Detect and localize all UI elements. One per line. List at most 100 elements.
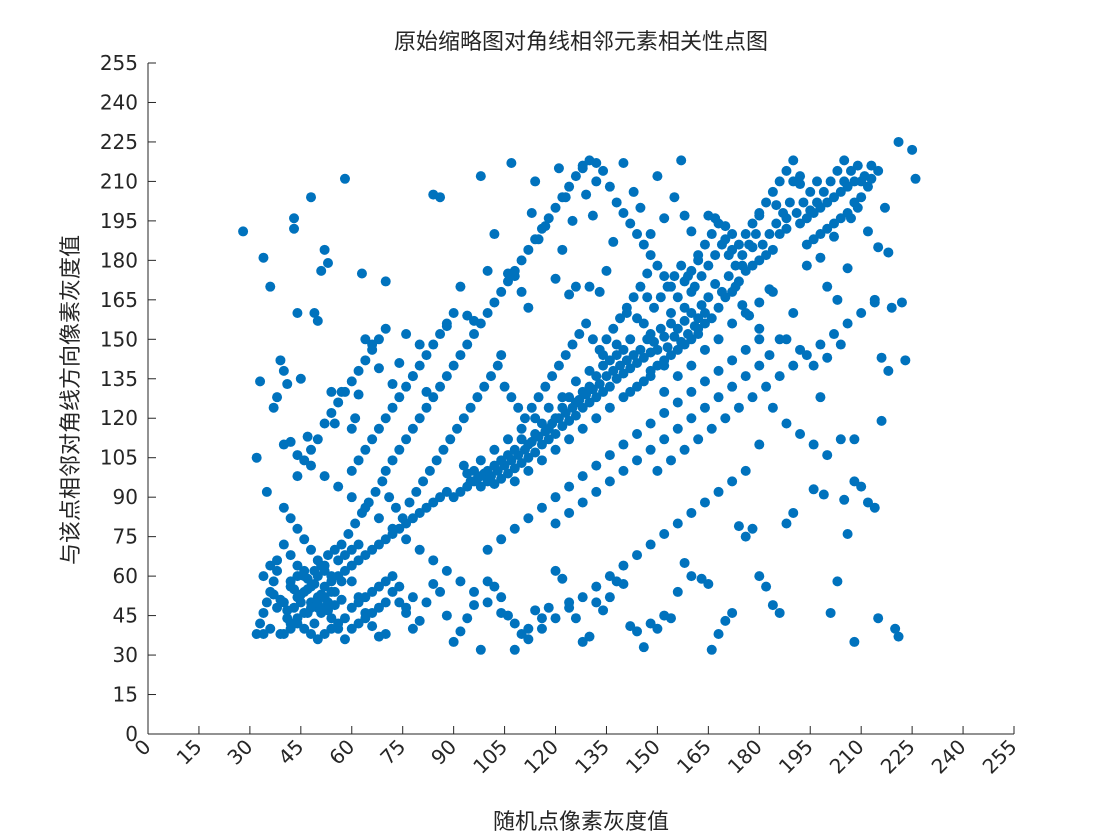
data-point: [659, 331, 670, 342]
data-point: [404, 497, 415, 508]
data-point: [829, 218, 840, 229]
data-point: [591, 176, 602, 187]
data-point: [788, 155, 799, 166]
data-point: [672, 586, 683, 597]
data-point: [747, 218, 758, 229]
data-point: [414, 360, 425, 371]
data-point: [536, 223, 547, 234]
data-point: [475, 455, 486, 466]
data-point: [750, 229, 761, 240]
data-point: [367, 621, 378, 632]
data-point: [601, 371, 612, 382]
data-point: [326, 386, 337, 397]
data-point: [289, 584, 300, 595]
data-point: [618, 157, 629, 168]
data-point: [845, 165, 856, 176]
data-point: [645, 229, 656, 240]
data-point: [309, 618, 320, 629]
data-point: [733, 521, 744, 532]
data-point: [767, 286, 778, 297]
data-point: [475, 481, 486, 492]
data-point: [774, 229, 785, 240]
data-point: [699, 344, 710, 355]
data-point: [339, 550, 350, 561]
data-point: [655, 323, 666, 334]
data-point: [475, 644, 486, 655]
data-point: [693, 434, 704, 445]
y-tick-label: 195: [100, 209, 138, 233]
data-point: [781, 518, 792, 529]
data-point: [261, 597, 272, 608]
data-point: [367, 607, 378, 618]
data-point: [645, 444, 656, 455]
data-point: [594, 379, 605, 390]
data-point: [893, 631, 904, 642]
data-point: [608, 365, 619, 376]
data-point: [781, 165, 792, 176]
data-point: [329, 544, 340, 555]
data-point: [394, 597, 405, 608]
data-point: [815, 229, 826, 240]
data-point: [550, 613, 561, 624]
data-point: [564, 507, 575, 518]
data-point: [373, 363, 384, 374]
data-point: [533, 392, 544, 403]
data-point: [645, 347, 656, 358]
x-tick-label: 75: [375, 735, 410, 770]
data-point: [699, 318, 710, 329]
data-point: [608, 236, 619, 247]
data-point: [475, 171, 486, 182]
data-point: [767, 402, 778, 413]
data-point: [455, 626, 466, 637]
data-point: [346, 560, 357, 571]
data-point: [862, 497, 873, 508]
data-point: [441, 318, 452, 329]
data-point: [645, 371, 656, 382]
data-point: [835, 186, 846, 197]
data-point: [346, 602, 357, 613]
data-point: [604, 571, 615, 582]
data-point: [329, 600, 340, 611]
data-point: [808, 360, 819, 371]
data-point: [764, 229, 775, 240]
data-point: [825, 607, 836, 618]
data-point: [333, 481, 344, 492]
data-point: [659, 213, 670, 224]
data-point: [577, 423, 588, 434]
data-point: [706, 423, 717, 434]
data-point: [292, 523, 303, 534]
data-point: [727, 355, 738, 366]
data-point: [604, 181, 615, 192]
data-point: [523, 439, 534, 450]
data-point: [577, 471, 588, 482]
data-point: [387, 586, 398, 597]
x-tick-label: 30: [222, 735, 257, 770]
data-point: [343, 529, 354, 540]
data-point: [591, 413, 602, 424]
data-point: [665, 281, 676, 292]
data-point: [289, 213, 300, 224]
data-point: [550, 492, 561, 503]
data-point: [628, 186, 639, 197]
data-point: [720, 413, 731, 424]
data-point: [672, 518, 683, 529]
data-point: [350, 518, 361, 529]
data-point: [557, 402, 568, 413]
data-point: [727, 229, 738, 240]
data-point: [652, 465, 663, 476]
data-point: [523, 465, 534, 476]
data-point: [486, 371, 497, 382]
data-point: [431, 455, 442, 466]
data-point: [326, 407, 337, 418]
data-point: [292, 571, 303, 582]
data-point: [462, 613, 473, 624]
data-point: [632, 429, 643, 440]
data-point: [319, 560, 330, 571]
data-point: [696, 271, 707, 282]
data-point: [319, 629, 330, 640]
data-point: [570, 410, 581, 421]
data-point: [299, 565, 310, 576]
data-point: [577, 160, 588, 171]
data-point: [879, 202, 890, 213]
